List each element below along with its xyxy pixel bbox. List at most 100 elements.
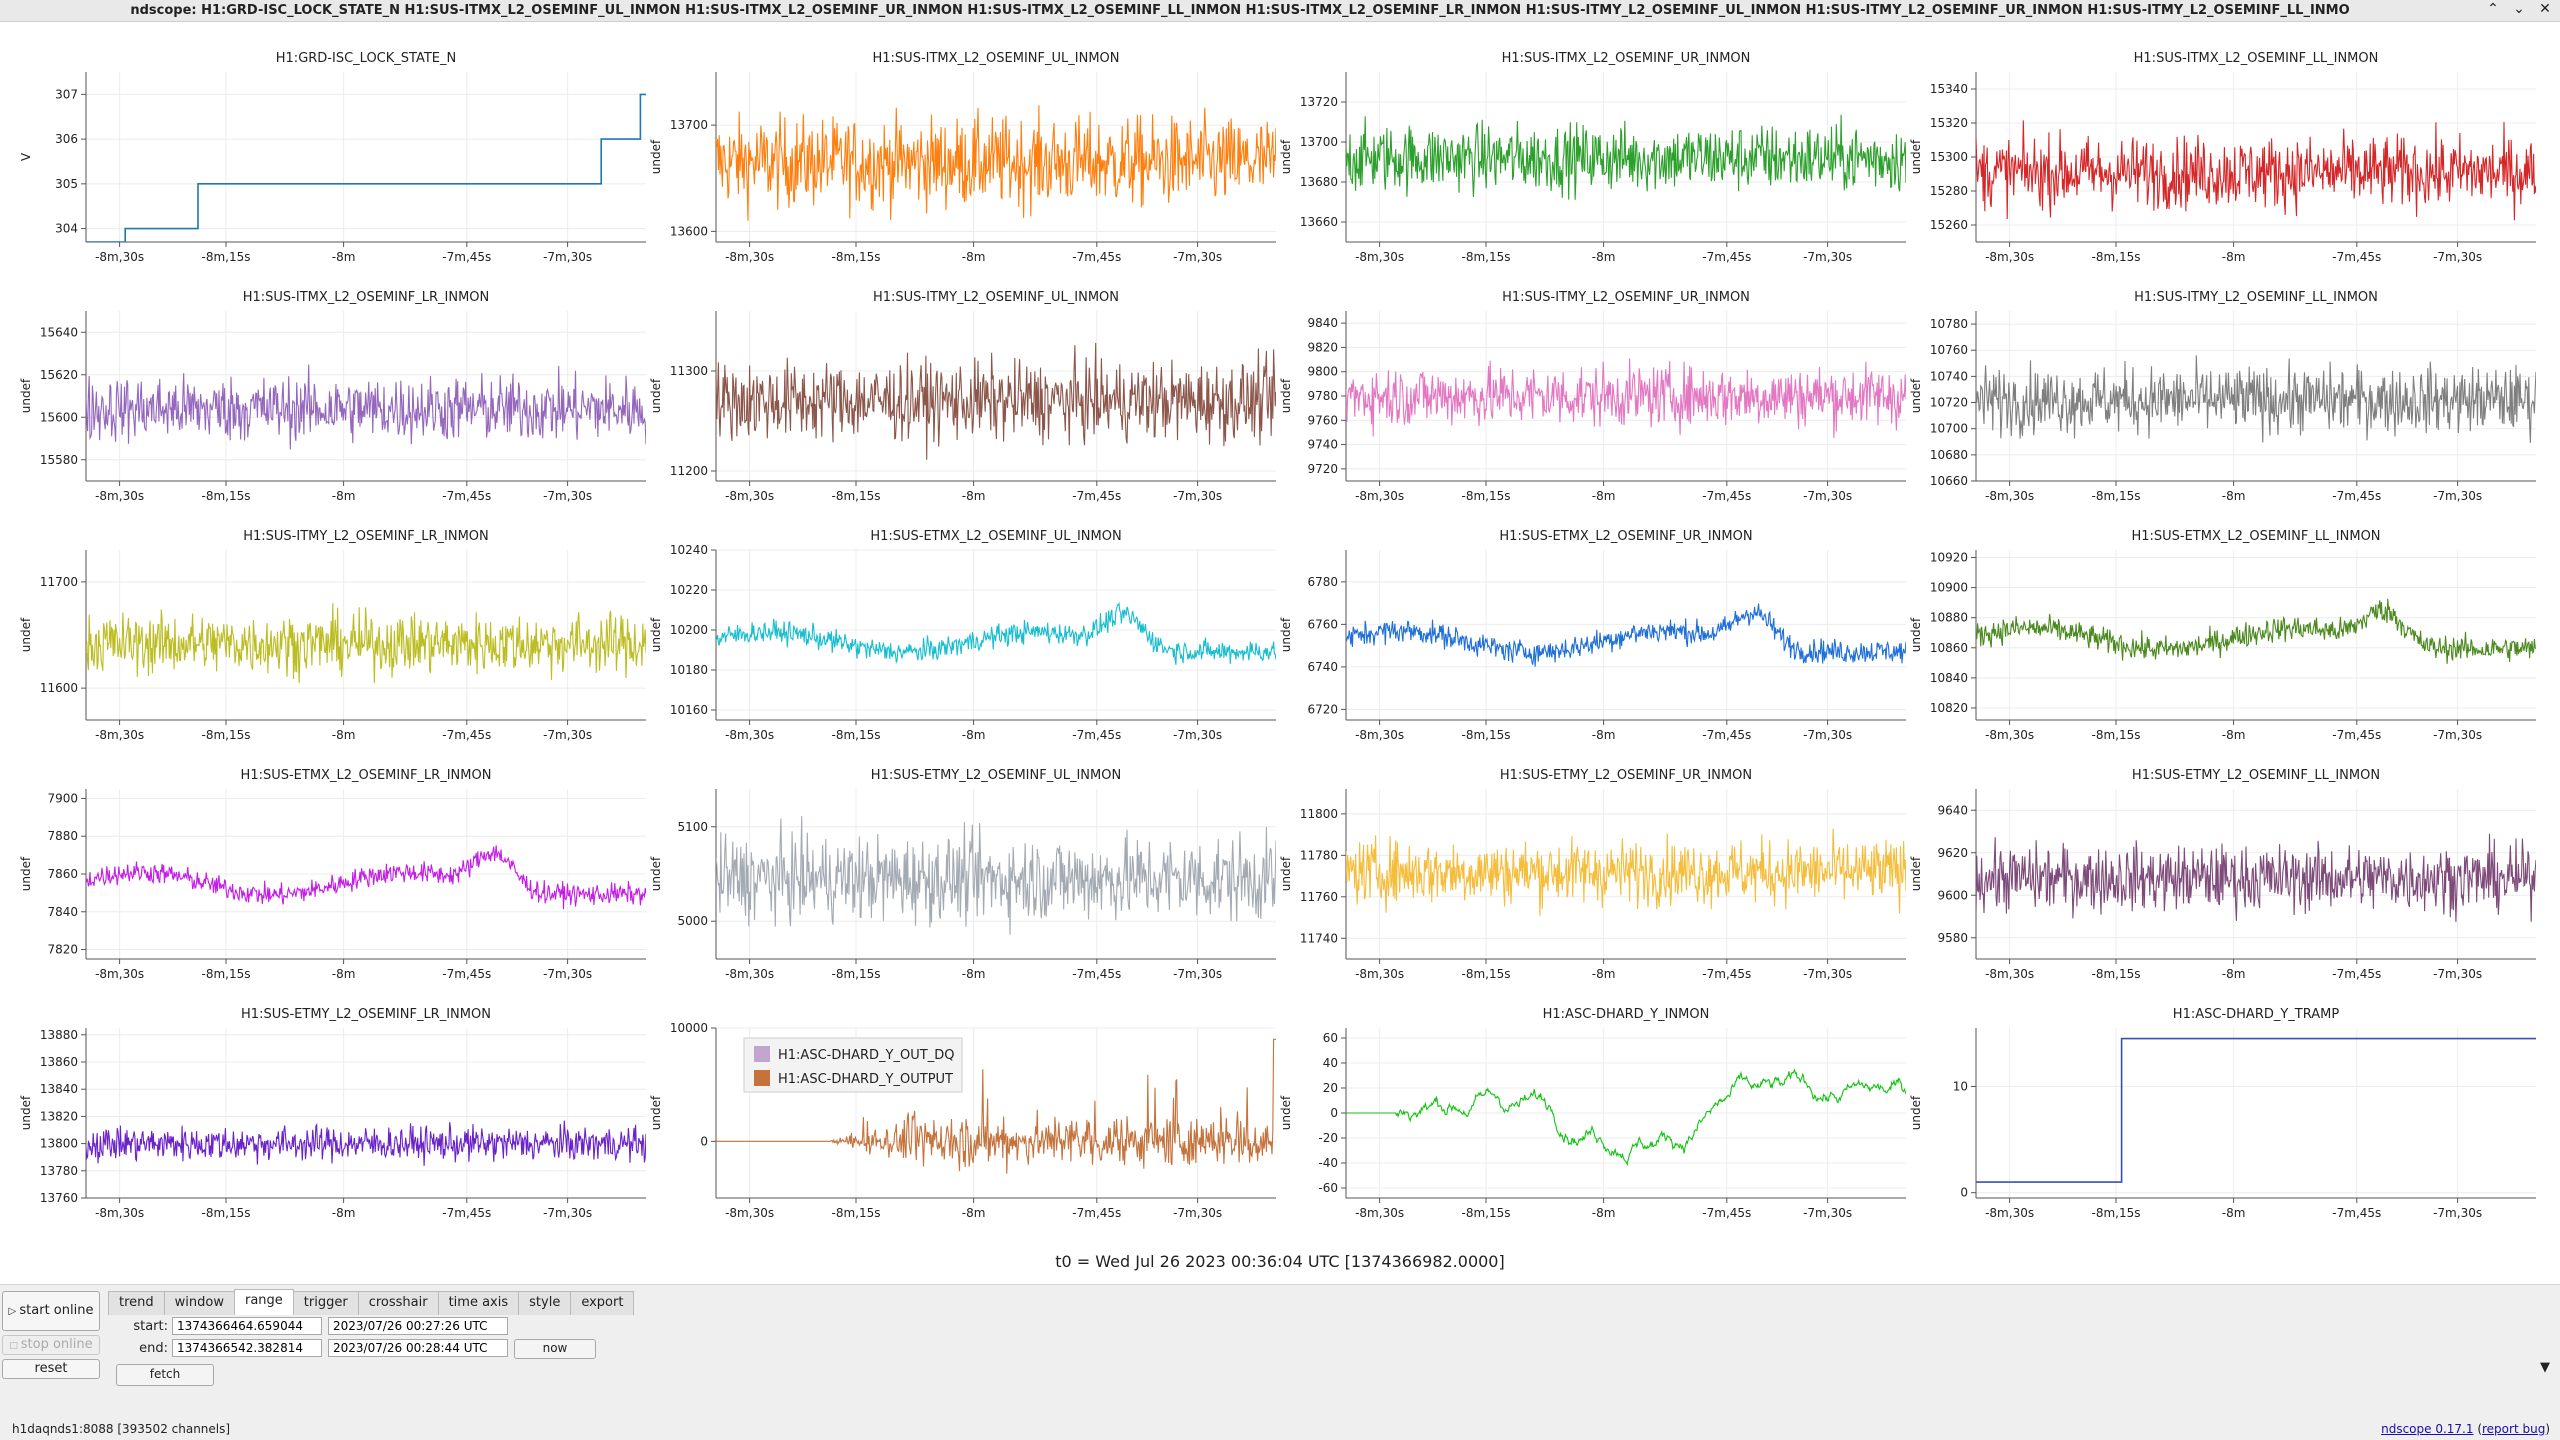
close-icon[interactable]: ✕ [2539, 1, 2551, 17]
start-online-button[interactable]: ▷ start online [2, 1291, 100, 1331]
y-tick-label: 306 [55, 132, 78, 146]
plot-15[interactable]: H1:SUS-ETMY_L2_OSEMINF_UR_INMON -8m,30s -8… [1279, 768, 1906, 981]
x-tick-label: -7m,30s [2433, 967, 2482, 981]
y-tick-label: 13800 [40, 1137, 78, 1151]
y-tick-label: -40 [1318, 1156, 1338, 1170]
tab-window[interactable]: window [163, 1291, 235, 1315]
plot-12[interactable]: H1:SUS-ETMX_L2_OSEMINF_LL_INMON -8m,30s -8… [1909, 529, 2536, 742]
x-tick-label: -7m,30s [1803, 1206, 1852, 1220]
y-tick-label: 9720 [1307, 462, 1338, 476]
y-tick-label: 11600 [40, 681, 78, 695]
x-tick-label: -7m,45s [1072, 967, 1121, 981]
x-tick-label: -8m [2222, 967, 2246, 981]
plot-title: H1:SUS-ETMX_L2_OSEMINF_UL_INMON [870, 529, 1121, 544]
series-line [1976, 120, 2536, 221]
start-utc-input[interactable] [328, 1317, 508, 1335]
status-bar: h1daqnds1:8088 [393502 channels] ndscope… [0, 1418, 2560, 1440]
plot-title: H1:SUS-ITMY_L2_OSEMINF_UL_INMON [873, 290, 1119, 305]
y-tick-label: 0 [1330, 1106, 1338, 1120]
y-tick-label: 0 [700, 1134, 708, 1148]
plot-19[interactable]: H1:ASC-DHARD_Y_INMON -8m,30s -8m,15s -8m -7m… [1279, 1007, 1906, 1220]
x-tick-label: -7m,30s [1173, 489, 1222, 503]
x-tick-label: -8m,15s [202, 1206, 251, 1220]
tab-time-axis[interactable]: time axis [437, 1291, 520, 1315]
plot-8[interactable]: H1:SUS-ITMY_L2_OSEMINF_LL_INMON -8m,30s -8… [1909, 290, 2536, 503]
x-tick-label: -8m,15s [202, 489, 251, 503]
tab-style[interactable]: style [518, 1291, 572, 1315]
end-gps-input[interactable] [172, 1339, 322, 1357]
y-tick-label: 15600 [40, 410, 78, 424]
plot-18[interactable]: -8m,30s -8m,15s -8m -7m,45s -7m,30s 0 10000 und… [649, 1021, 1276, 1220]
plot-11[interactable]: H1:SUS-ETMX_L2_OSEMINF_UR_INMON -8m,30s -8… [1279, 529, 1906, 742]
plot-3[interactable]: H1:SUS-ITMX_L2_OSEMINF_UR_INMON -8m,30s -8… [1279, 51, 1906, 264]
report-bug-link[interactable]: report bug [2482, 1422, 2546, 1436]
tab-export[interactable]: export [570, 1291, 635, 1315]
chevron-down-icon[interactable]: ▼ [2540, 1360, 2550, 1375]
x-tick-label: -8m,30s [725, 489, 774, 503]
window-menu-icon[interactable]: ⌃ [2487, 1, 2499, 17]
y-tick-label: 9600 [1937, 888, 1968, 902]
y-axis-label: undef [19, 856, 33, 891]
plot-title: H1:SUS-ETMY_L2_OSEMINF_UR_INMON [1500, 768, 1752, 783]
plot-7[interactable]: H1:SUS-ITMY_L2_OSEMINF_UR_INMON -8m,30s -8… [1279, 290, 1906, 503]
x-tick-label: -7m,45s [2332, 489, 2381, 503]
plot-17[interactable]: H1:SUS-ETMY_L2_OSEMINF_LR_INMON -8m,30s -8… [19, 1007, 646, 1220]
plot-14[interactable]: H1:SUS-ETMY_L2_OSEMINF_UL_INMON -8m,30s -8… [649, 768, 1276, 981]
x-tick-label: -8m [332, 1206, 356, 1220]
plots-canvas[interactable]: H1:GRD-ISC_LOCK_STATE_N-8m,30s -8m,15s -8m… [0, 22, 2560, 1252]
start-online-label: start online [19, 1303, 94, 1318]
x-tick-label: -8m,30s [95, 250, 144, 264]
minimize-icon[interactable]: ⌄ [2513, 1, 2525, 17]
tab-trigger[interactable]: trigger [292, 1291, 359, 1315]
plot-20[interactable]: H1:ASC-DHARD_Y_TRAMP -8m,30s -8m,15s -8m -7m… [1909, 1007, 2536, 1220]
version-link[interactable]: ndscope 0.17.1 [2381, 1422, 2474, 1436]
plot-16[interactable]: H1:SUS-ETMY_L2_OSEMINF_LL_INMON -8m,30s -8… [1909, 768, 2536, 981]
plot-title: H1:ASC-DHARD_Y_INMON [1543, 1007, 1710, 1022]
y-tick-label: 15580 [40, 453, 78, 467]
y-tick-label: 13700 [670, 118, 708, 132]
series-line [1976, 598, 2536, 664]
plot-title: H1:SUS-ITMX_L2_OSEMINF_LL_INMON [2134, 51, 2379, 66]
plot-5[interactable]: H1:SUS-ITMX_L2_OSEMINF_LR_INMON -8m,30s -8… [19, 290, 646, 503]
plot-2[interactable]: H1:SUS-ITMX_L2_OSEMINF_UL_INMON -8m,30s -8… [649, 51, 1276, 264]
x-tick-label: -8m,30s [1355, 967, 1404, 981]
x-tick-label: -8m [2222, 728, 2246, 742]
series-line [86, 93, 646, 242]
plot-4[interactable]: H1:SUS-ITMX_L2_OSEMINF_LL_INMON -8m,30s -8… [1909, 51, 2536, 264]
y-tick-label: 9780 [1307, 389, 1338, 403]
x-tick-label: -7m,45s [1072, 728, 1121, 742]
stop-online-button[interactable]: □ stop online [2, 1335, 100, 1355]
end-utc-input[interactable] [328, 1339, 508, 1357]
play-icon: ▷ [8, 1306, 20, 1317]
y-tick-label: 5000 [677, 914, 708, 928]
reset-button[interactable]: reset [2, 1359, 100, 1379]
plot-grid[interactable]: H1:GRD-ISC_LOCK_STATE_N -8m,30s -8m,15s -8m… [0, 22, 2560, 1270]
x-tick-label: -8m,15s [832, 489, 881, 503]
plot-1[interactable]: H1:GRD-ISC_LOCK_STATE_N -8m,30s -8m,15s -8m… [19, 51, 646, 264]
plot-9[interactable]: H1:SUS-ITMY_L2_OSEMINF_LR_INMON -8m,30s -8… [19, 529, 646, 742]
y-axis-label: undef [1909, 617, 1923, 652]
plot-title: H1:SUS-ETMY_L2_OSEMINF_LR_INMON [241, 1007, 491, 1022]
y-tick-label: 10180 [670, 663, 708, 677]
plot-13[interactable]: H1:SUS-ETMX_L2_OSEMINF_LR_INMON -8m,30s -8… [19, 768, 646, 981]
y-tick-label: 13860 [40, 1055, 78, 1069]
y-tick-label: 6720 [1307, 702, 1338, 716]
tab-range[interactable]: range [233, 1289, 294, 1315]
x-tick-label: -8m,30s [95, 728, 144, 742]
now-button[interactable]: now [514, 1339, 596, 1359]
range-panel: start: end: now fetch [108, 1314, 2508, 1392]
plot-10[interactable]: H1:SUS-ETMX_L2_OSEMINF_UL_INMON -8m,30s -8… [649, 529, 1276, 742]
start-gps-input[interactable] [172, 1317, 322, 1335]
tab-crosshair[interactable]: crosshair [357, 1291, 439, 1315]
t0-label: t0 = Wed Jul 26 2023 00:36:04 UTC [13743… [1055, 1252, 1505, 1271]
x-tick-label: -8m [962, 1206, 986, 1220]
plot-title: H1:SUS-ETMX_L2_OSEMINF_LR_INMON [241, 768, 492, 783]
x-tick-label: -8m,15s [832, 967, 881, 981]
fetch-button[interactable]: fetch [116, 1364, 214, 1386]
tab-trend[interactable]: trend [108, 1291, 165, 1315]
y-tick-label: 10220 [670, 583, 708, 597]
x-tick-label: -8m,30s [1355, 250, 1404, 264]
series-line [1346, 114, 1906, 200]
y-tick-label: 11780 [1300, 848, 1338, 862]
plot-6[interactable]: H1:SUS-ITMY_L2_OSEMINF_UL_INMON -8m,30s -8… [649, 290, 1276, 503]
